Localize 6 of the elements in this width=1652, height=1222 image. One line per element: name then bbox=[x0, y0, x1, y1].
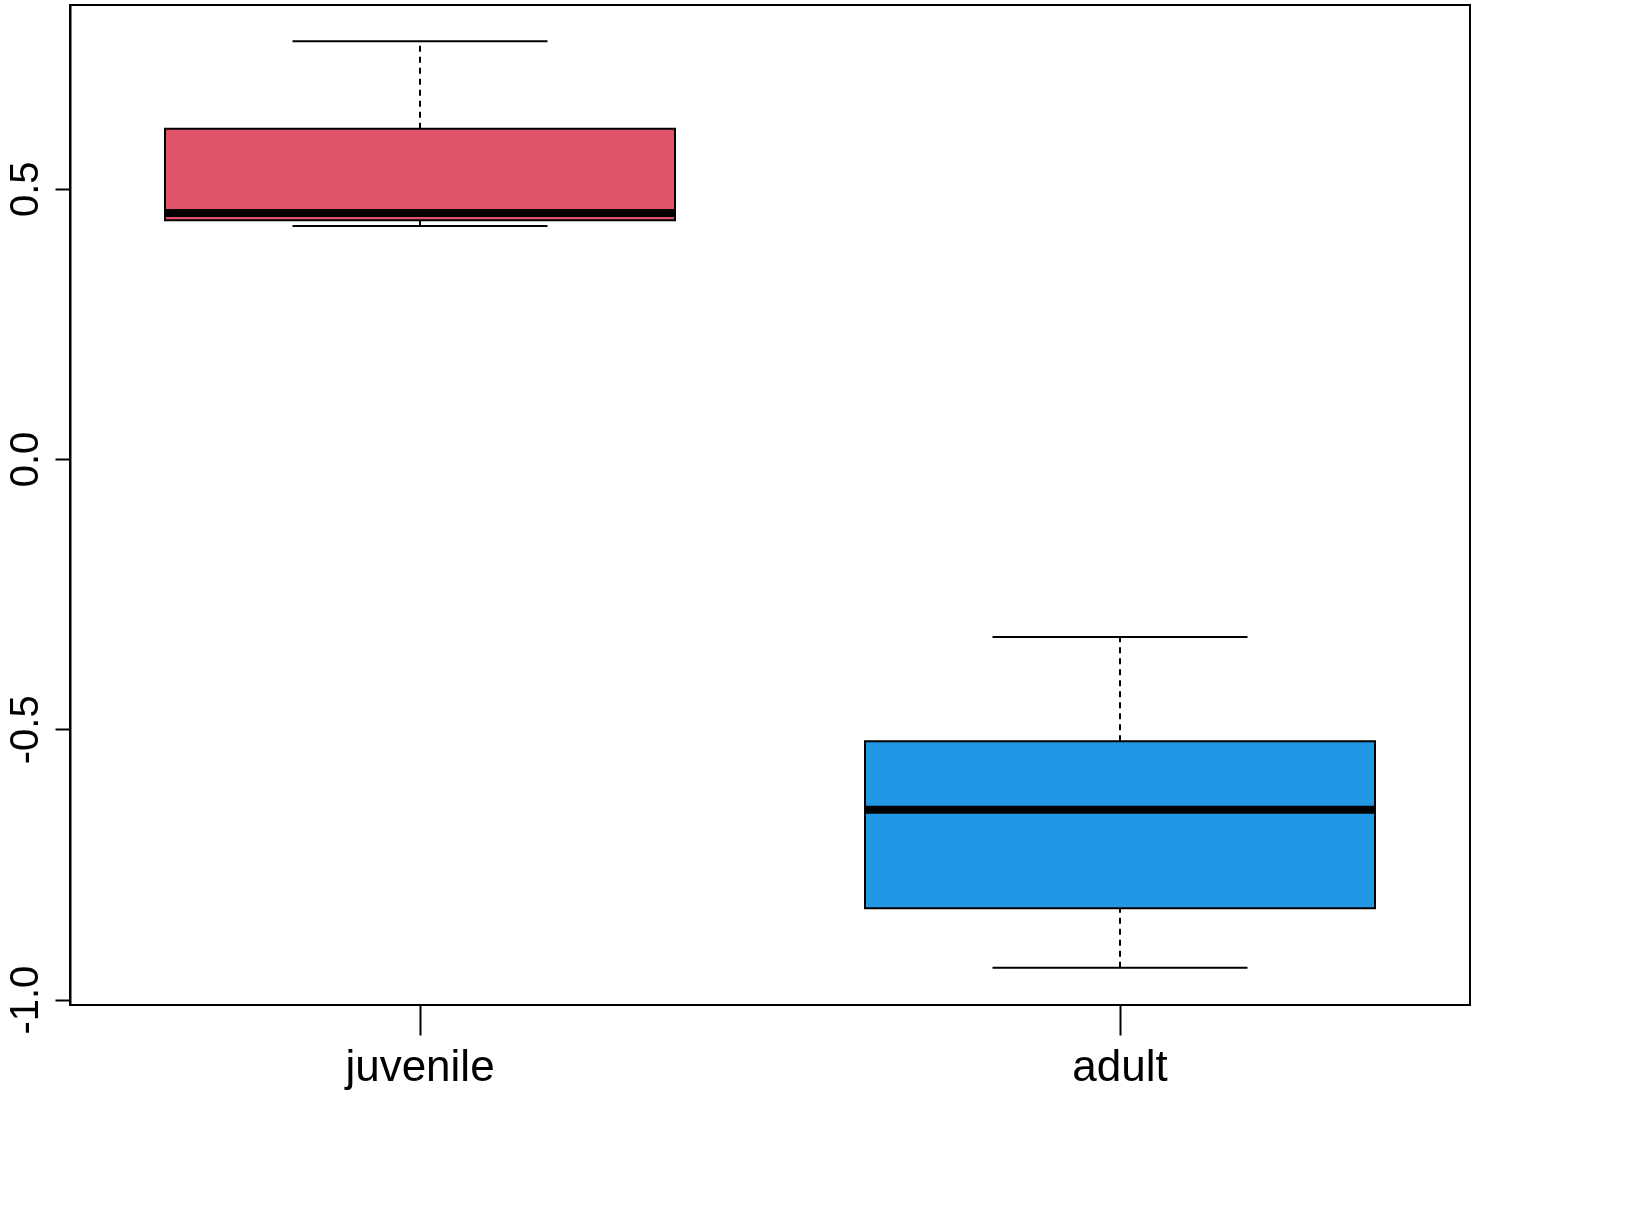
y-tick-label: -1.0 bbox=[1, 965, 46, 1035]
y-tick-label: -0.5 bbox=[1, 695, 46, 765]
x-tick-label: juvenile bbox=[343, 1040, 495, 1090]
y-tick-label: 0.5 bbox=[1, 161, 46, 218]
x-tick-label: adult bbox=[1072, 1040, 1168, 1090]
y-tick-label: 0.0 bbox=[1, 431, 46, 488]
